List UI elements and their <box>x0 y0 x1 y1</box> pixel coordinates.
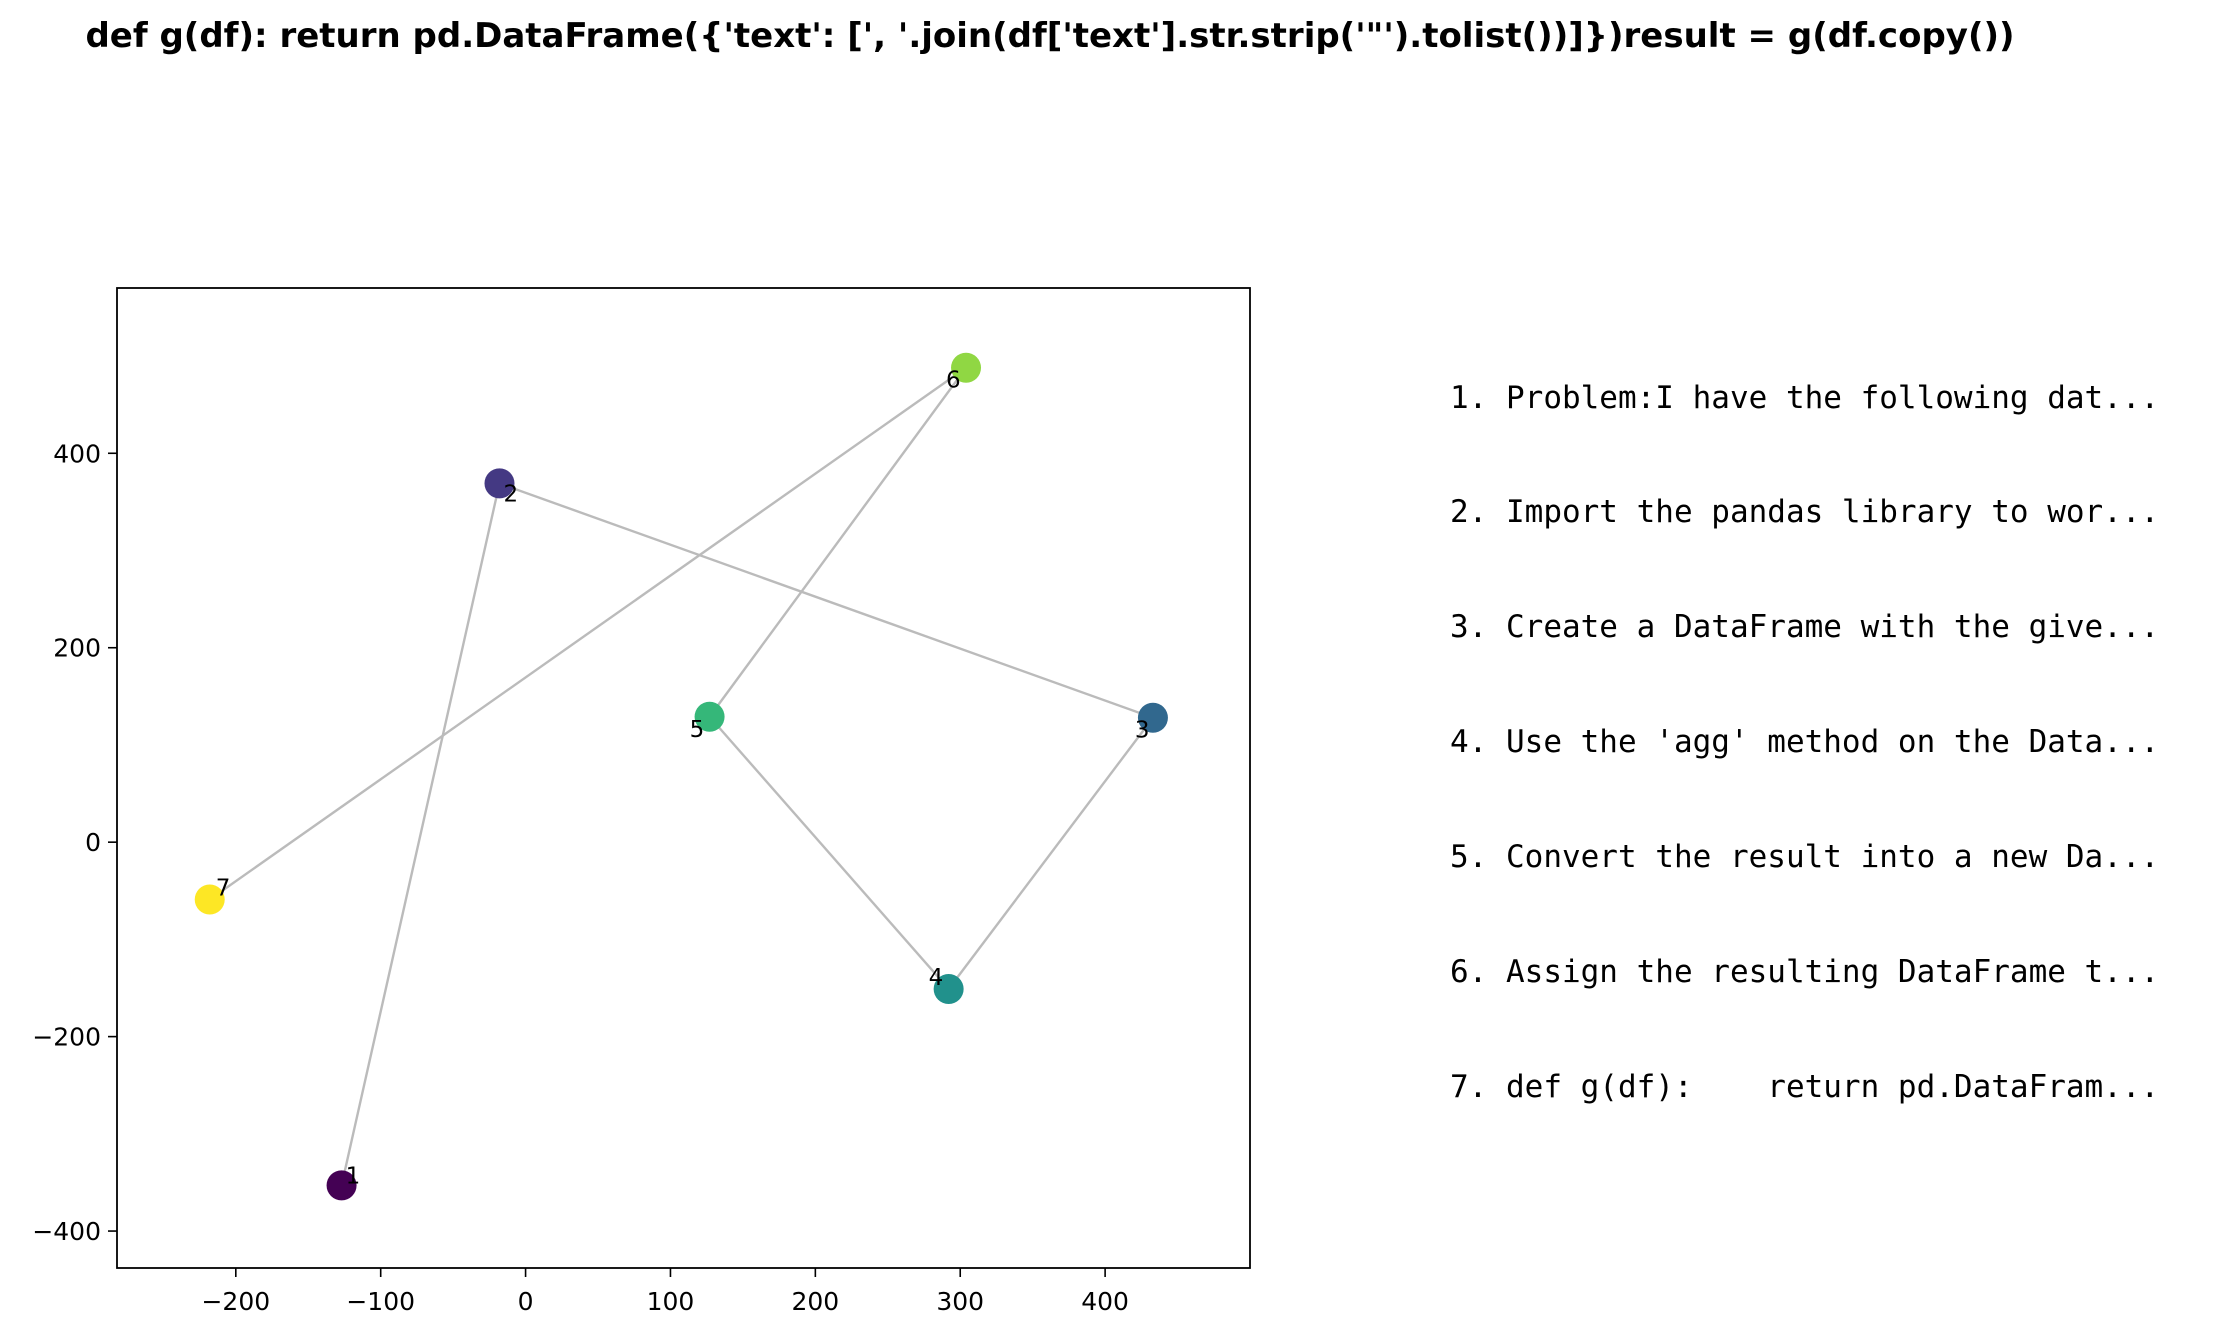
step-legend: 1. Problem:I have the following dat... 2… <box>1450 302 2159 1145</box>
x-tick-label: 400 <box>1081 1287 1129 1316</box>
data-point <box>326 1170 357 1201</box>
x-tick-label: 0 <box>518 1287 534 1316</box>
x-tick-label: −200 <box>201 1287 270 1316</box>
y-tick-label: 0 <box>85 828 101 857</box>
data-point <box>194 884 225 915</box>
edge-line <box>947 717 1154 990</box>
y-tick-label: 400 <box>53 439 101 468</box>
edge-line <box>340 483 501 1186</box>
step-item: 7. def g(df): return pd.DataFram... <box>1450 1068 2160 1105</box>
y-axis: −400 −200 0 200 400 <box>32 439 117 1246</box>
step-item: 1. Problem:I have the following dat... <box>1450 379 2160 416</box>
point-label: 4 <box>929 965 944 991</box>
edges-layer <box>209 366 1154 1186</box>
data-point <box>951 352 982 383</box>
point-label: 3 <box>1135 718 1150 744</box>
data-point <box>1137 702 1168 733</box>
step-item: 2. Import the pandas library to wor... <box>1450 494 2160 531</box>
step-item: 3. Create a DataFrame with the give... <box>1450 609 2160 646</box>
point-labels-layer: 1 2 3 4 5 6 7 <box>216 368 1150 1190</box>
point-label: 2 <box>503 481 518 507</box>
points-layer <box>194 352 1168 1201</box>
point-label: 6 <box>946 368 961 394</box>
step-item: 5. Convert the result into a new Da... <box>1450 839 2160 876</box>
edge-line <box>209 366 967 901</box>
y-tick-label: −400 <box>32 1217 101 1246</box>
x-tick-label: 200 <box>791 1287 839 1316</box>
data-point <box>694 701 725 732</box>
data-point <box>484 468 515 499</box>
data-point <box>933 973 964 1004</box>
step-item: 4. Use the 'agg' method on the Data... <box>1450 724 2160 761</box>
edge-line <box>499 482 1154 719</box>
x-tick-label: 100 <box>647 1287 695 1316</box>
point-label: 7 <box>216 876 231 902</box>
point-label: 1 <box>346 1163 361 1189</box>
chart-title: def g(df): return pd.DataFrame({'text': … <box>85 16 2015 56</box>
edge-line <box>708 715 950 990</box>
y-tick-label: 200 <box>53 634 101 663</box>
point-label: 5 <box>690 717 705 743</box>
edge-line <box>708 367 967 718</box>
x-axis: −200 −100 0 100 200 300 400 <box>201 1268 1129 1316</box>
x-tick-label: −100 <box>346 1287 415 1316</box>
step-item: 6. Assign the resulting DataFrame t... <box>1450 954 2160 991</box>
x-tick-label: 300 <box>936 1287 984 1316</box>
y-tick-label: −200 <box>32 1023 101 1052</box>
plot-frame <box>116 287 1251 1269</box>
